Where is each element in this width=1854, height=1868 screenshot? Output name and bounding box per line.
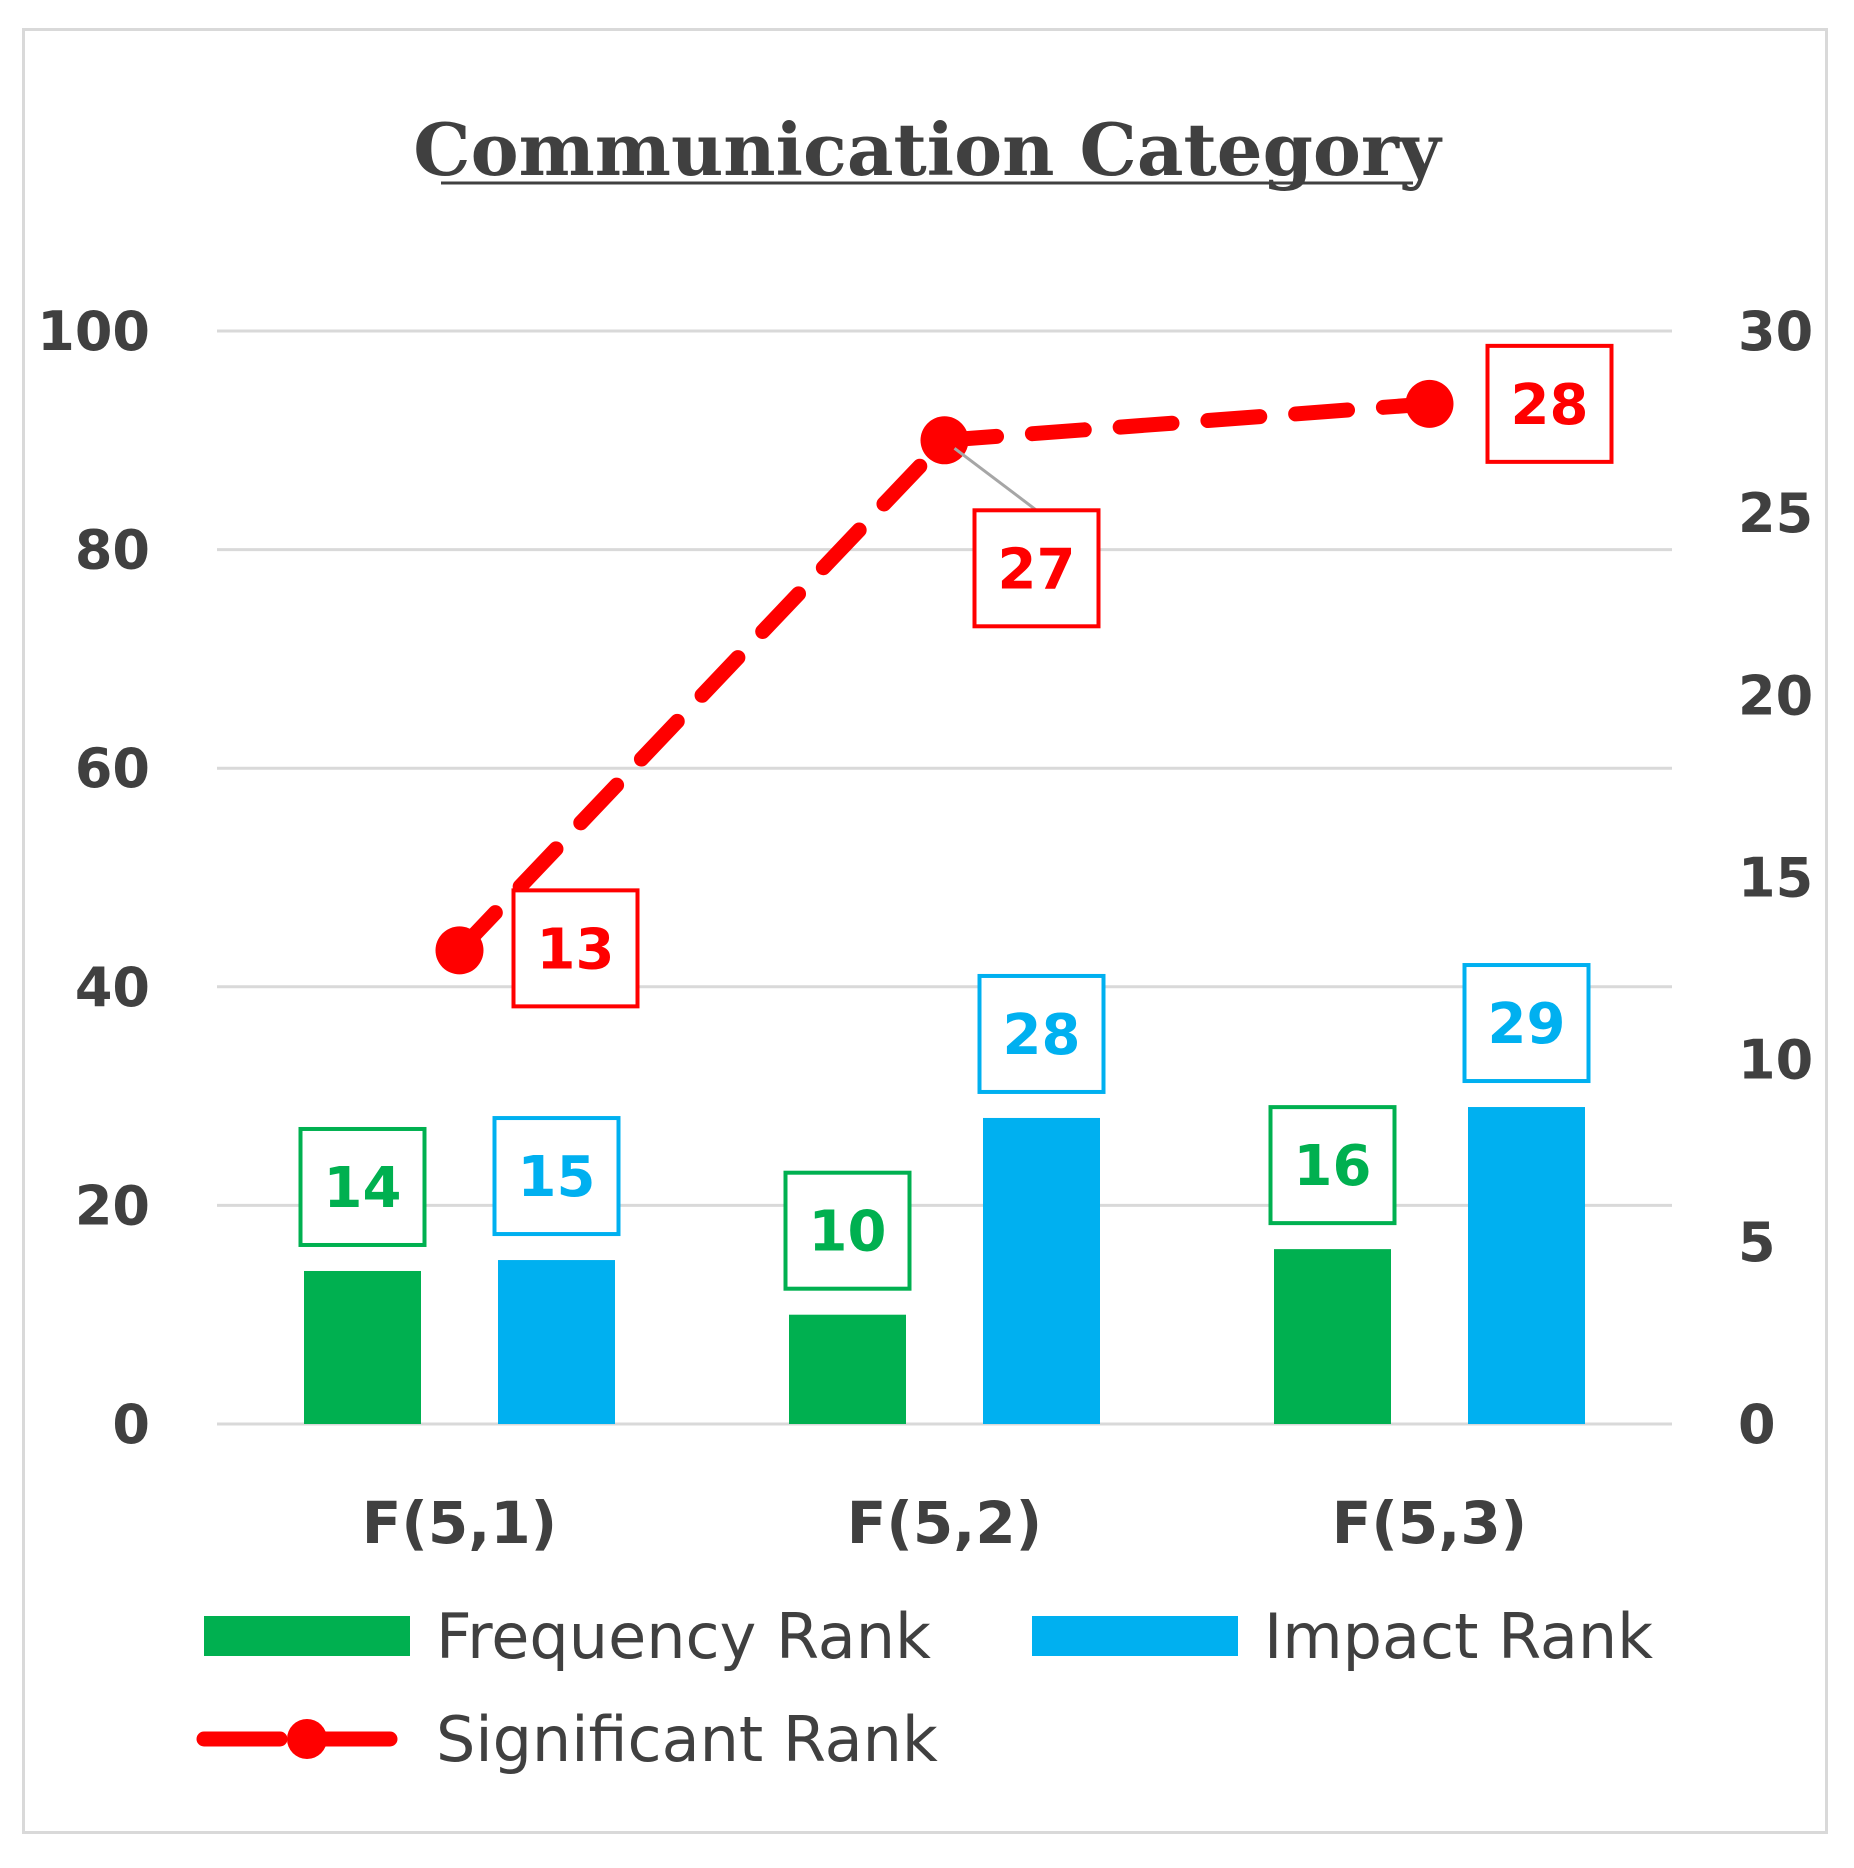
data-label-box [783, 1170, 912, 1291]
data-label: 10 [809, 1200, 887, 1265]
data-label-box [977, 973, 1106, 1094]
data-label-box [1462, 963, 1591, 1084]
x-category-label: F(5,2) [847, 1489, 1042, 1557]
data-label: 13 [537, 917, 615, 982]
data-label: 28 [1003, 1003, 1081, 1068]
y-right-tick-label: 25 [1738, 482, 1813, 545]
legend-swatch [1032, 1616, 1238, 1656]
y-axis-left: 0 20 40 60 80 100 [37, 300, 150, 1456]
chart-frame [22, 28, 1828, 1834]
significant-rank-marker [920, 416, 969, 465]
y-left-tick-label: 60 [75, 737, 150, 800]
significant-rank-path [452, 396, 1437, 958]
legend-marker [287, 1719, 327, 1759]
frequency-rank-bar [1274, 1249, 1391, 1424]
data-label: 27 [998, 537, 1076, 602]
frequency-rank-bar [304, 1270, 421, 1424]
significant-rank-line [435, 379, 1454, 975]
x-category-label: F(5,3) [1332, 1489, 1527, 1557]
y-left-tick-label: 20 [75, 1174, 150, 1237]
data-label: 15 [518, 1145, 596, 1210]
y-right-tick-label: 30 [1738, 300, 1813, 363]
legend-label: Impact Rank [1264, 1600, 1653, 1673]
y-right-tick-label: 10 [1738, 1029, 1813, 1092]
x-axis-categories: F(5,1) F(5,2) F(5,3) [362, 1489, 1527, 1557]
x-category-label: F(5,1) [362, 1489, 557, 1557]
significant-rank-marker [435, 926, 484, 975]
legend-label: Frequency Rank [436, 1600, 931, 1673]
y-right-tick-label: 20 [1738, 664, 1813, 727]
data-labels: 14 10 16 15 28 29 13 27 28 [298, 343, 1614, 1291]
data-label: 14 [324, 1156, 402, 1221]
y-left-tick-label: 80 [75, 519, 150, 582]
legend-label: Significant Rank [436, 1703, 938, 1776]
y-right-tick-label: 5 [1738, 1211, 1776, 1274]
data-label-box [1268, 1105, 1397, 1226]
y-right-tick-label: 0 [1738, 1393, 1776, 1456]
data-label: 28 [1511, 373, 1589, 438]
data-label: 16 [1294, 1134, 1372, 1199]
data-label-box [298, 1126, 427, 1247]
impact-rank-bar [498, 1260, 615, 1424]
bars [304, 1107, 1585, 1424]
legend: Frequency Rank Impact Rank Significant Ran… [196, 1600, 1653, 1776]
data-label-box [492, 1116, 621, 1237]
gridlines [217, 329, 1672, 1426]
data-label-box [972, 508, 1101, 629]
chart-title: Communication Category [413, 107, 1443, 192]
y-left-tick-label: 100 [37, 300, 150, 363]
leader-line [953, 447, 1038, 512]
legend-swatch [204, 1616, 410, 1656]
y-left-tick-label: 0 [112, 1393, 150, 1456]
data-label-box [511, 888, 640, 1009]
frequency-rank-bar [789, 1314, 906, 1424]
data-label: 29 [1488, 992, 1566, 1057]
data-label-box [1485, 343, 1614, 464]
y-axis-right: 0 5 10 15 20 25 30 [1738, 300, 1813, 1456]
y-right-tick-label: 15 [1738, 847, 1813, 910]
impact-rank-bar [1468, 1107, 1585, 1424]
significant-rank-marker [1405, 379, 1454, 428]
impact-rank-bar [983, 1117, 1100, 1424]
y-left-tick-label: 40 [75, 956, 150, 1019]
